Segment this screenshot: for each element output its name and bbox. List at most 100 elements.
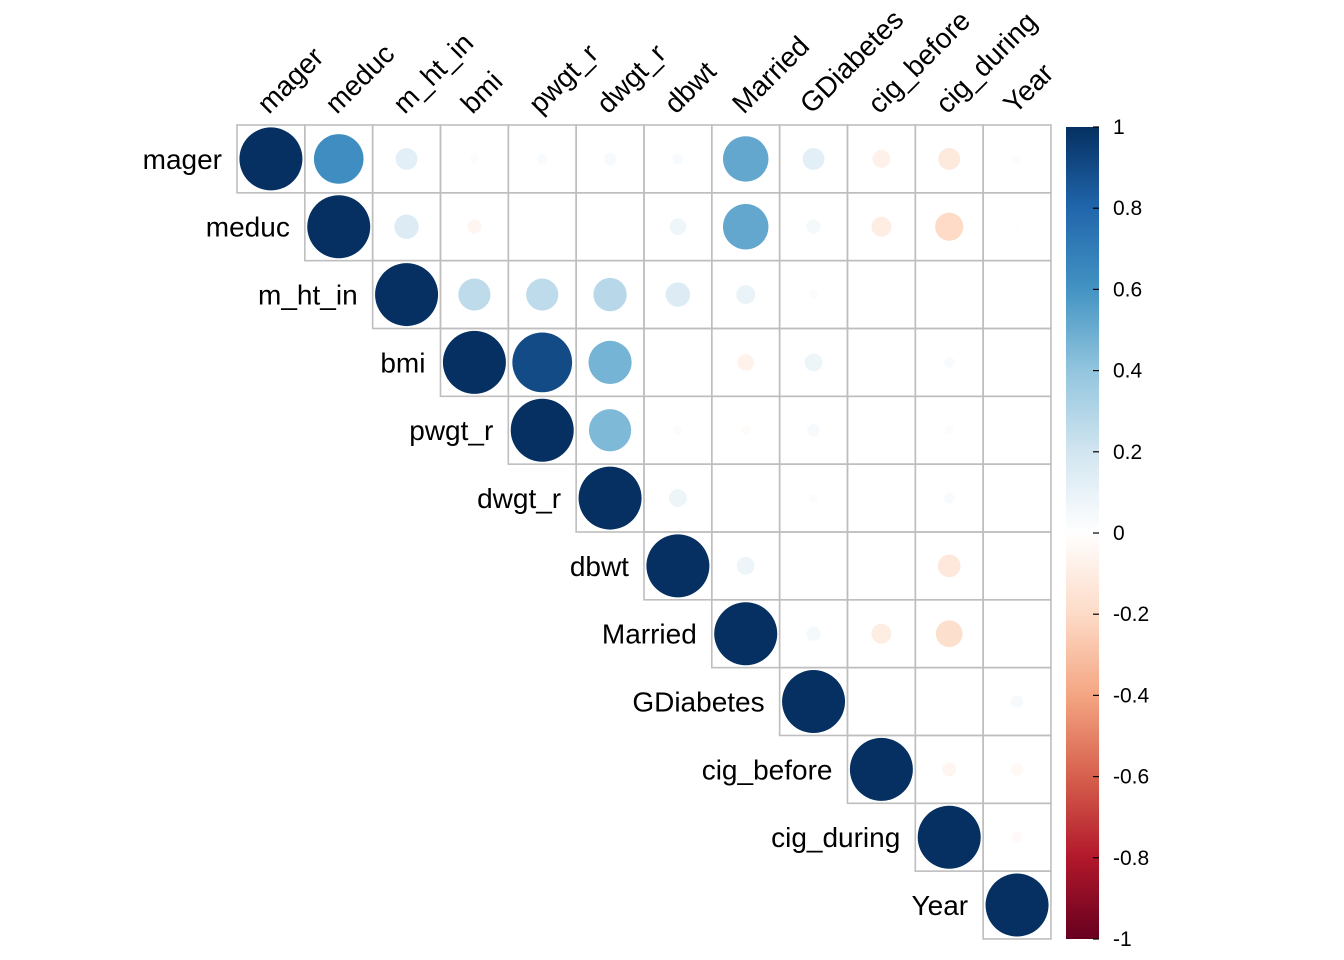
row-label-dwgt_r: dwgt_r — [477, 483, 561, 514]
corr-circle-pwgt_r-Married — [741, 425, 751, 435]
corr-circle-Married-Married — [714, 602, 778, 666]
circle-layer — [239, 127, 1049, 937]
corr-circle-meduc-Married — [723, 204, 769, 250]
corr-circle-meduc-GDiabetes — [806, 219, 821, 234]
corr-circle-mager-bmi — [469, 154, 479, 164]
corr-circle-dbwt-cig_before — [878, 562, 885, 570]
colorbar-tick-label: 0 — [1113, 522, 1125, 545]
colorbar-tick-label: -0.6 — [1113, 766, 1149, 789]
colorbar-tick-label: 0.8 — [1113, 197, 1142, 220]
corr-circle-Married-cig_during — [935, 620, 963, 648]
col-label-mager: mager — [251, 41, 329, 119]
corr-circle-cig_during-Year — [1011, 831, 1023, 843]
corr-circle-dwgt_r-cig_during — [943, 492, 955, 504]
cell-bmi-cig_before — [846, 327, 917, 398]
corr-circle-bmi-dbwt — [674, 359, 682, 366]
col-label-dbwt: dbwt — [658, 55, 722, 119]
row-label-dbwt: dbwt — [570, 551, 629, 582]
corr-circle-mager-m_ht_in — [395, 148, 418, 170]
corr-circle-pwgt_r-GDiabetes — [807, 423, 820, 437]
cell-GDiabetes-cig_before — [846, 666, 917, 737]
corr-circle-meduc-meduc — [307, 195, 371, 259]
cell-pwgt_r-cig_before — [846, 395, 917, 465]
corr-circle-GDiabetes-Year — [1010, 695, 1024, 708]
corr-circle-m_ht_in-dwgt_r — [593, 277, 627, 312]
corr-circle-mager-pwgt_r — [536, 153, 548, 165]
corr-circle-dbwt-Married — [736, 556, 755, 575]
corr-circle-mager-dwgt_r — [603, 152, 617, 166]
corr-circle-mager-meduc — [313, 134, 364, 184]
corr-circle-bmi-Married — [737, 354, 755, 371]
corr-circle-cig_during-cig_during — [917, 805, 981, 869]
row-label-Married: Married — [602, 619, 697, 650]
corr-circle-GDiabetes-GDiabetes — [782, 670, 846, 734]
colorbar-tick-label: -0.2 — [1113, 603, 1149, 626]
corr-circle-m_ht_in-m_ht_in — [375, 263, 439, 327]
row-label-GDiabetes: GDiabetes — [632, 687, 764, 718]
colorbar-tick-label: 0.2 — [1113, 441, 1142, 464]
corr-circle-m_ht_in-dbwt — [665, 282, 691, 307]
colorbar-tick-label: 0.4 — [1113, 360, 1143, 383]
corr-circle-mager-Married — [723, 136, 769, 182]
colorbar-tick-label: -0.8 — [1113, 847, 1149, 870]
row-label-cig_before: cig_before — [702, 754, 833, 785]
col-label-dwgt_r: dwgt_r — [590, 38, 671, 119]
cell-m_ht_in-Year — [982, 259, 1052, 330]
colorbar-tick-label: -1 — [1113, 928, 1132, 951]
row-label-Year: Year — [912, 890, 969, 921]
corr-circle-Married-cig_before — [871, 623, 892, 644]
row-label-pwgt_r: pwgt_r — [409, 415, 493, 446]
corr-circle-dwgt_r-GDiabetes — [809, 493, 819, 503]
cell-m_ht_in-cig_before — [846, 259, 917, 330]
corr-circle-m_ht_in-Married — [736, 285, 756, 305]
corr-circle-meduc-dbwt — [669, 218, 687, 236]
corr-circle-meduc-Year — [1013, 223, 1021, 230]
corr-circle-bmi-dwgt_r — [588, 340, 632, 385]
col-label-pwgt_r: pwgt_r — [523, 38, 604, 119]
row-label-m_ht_in: m_ht_in — [258, 280, 358, 311]
colorbar-tick-label: 0.6 — [1113, 278, 1142, 301]
corr-circle-mager-dbwt — [672, 153, 684, 165]
corr-circle-mager-GDiabetes — [802, 148, 825, 170]
corr-circle-bmi-pwgt_r — [512, 332, 573, 393]
col-label-Year: Year — [997, 57, 1059, 119]
corr-circle-meduc-cig_during — [935, 212, 964, 241]
corr-circle-dwgt_r-Married — [742, 494, 749, 502]
corr-circle-mager-mager — [239, 127, 303, 191]
cell-Year-Year — [982, 870, 1052, 940]
corr-circle-cig_before-cig_during — [942, 762, 957, 777]
corr-circle-Married-GDiabetes — [806, 626, 821, 641]
row-label-cig_during: cig_during — [771, 822, 900, 853]
cell-pwgt_r-Year — [982, 395, 1052, 465]
col-label-bmi: bmi — [455, 65, 509, 119]
corr-circle-cig_before-Year — [1010, 763, 1024, 776]
corr-circle-meduc-m_ht_in — [394, 214, 419, 239]
grid-layer — [236, 124, 1052, 940]
corr-circle-dbwt-cig_during — [937, 554, 961, 578]
corr-circle-bmi-bmi — [442, 330, 506, 394]
col-label-meduc: meduc — [319, 38, 400, 119]
corr-circle-mager-cig_during — [938, 148, 961, 170]
corr-circle-Year-Year — [985, 873, 1049, 937]
corr-circle-pwgt_r-cig_during — [944, 425, 954, 435]
corr-circle-m_ht_in-GDiabetes — [809, 290, 819, 300]
corr-circle-mager-cig_before — [872, 150, 891, 168]
corr-circle-dbwt-dbwt — [646, 534, 710, 598]
cell-dbwt-GDiabetes — [778, 531, 849, 601]
row-label-mager: mager — [143, 144, 222, 175]
cell-GDiabetes-cig_during — [914, 666, 984, 737]
corr-circle-mager-Year — [1012, 154, 1022, 164]
corr-circle-dbwt-Year — [1013, 562, 1021, 570]
corr-circle-dwgt_r-dbwt — [668, 489, 687, 507]
corr-circle-pwgt_r-dwgt_r — [588, 409, 632, 452]
corr-circle-dwgt_r-cig_before — [878, 494, 885, 502]
corr-circle-meduc-cig_before — [871, 216, 892, 237]
corr-circle-pwgt_r-dbwt — [673, 425, 683, 435]
colorbar-tick-label: -0.4 — [1113, 684, 1150, 707]
corr-circle-dwgt_r-dwgt_r — [578, 466, 642, 530]
corr-circle-pwgt_r-pwgt_r — [510, 398, 574, 462]
cell-Married-Year — [982, 599, 1052, 669]
